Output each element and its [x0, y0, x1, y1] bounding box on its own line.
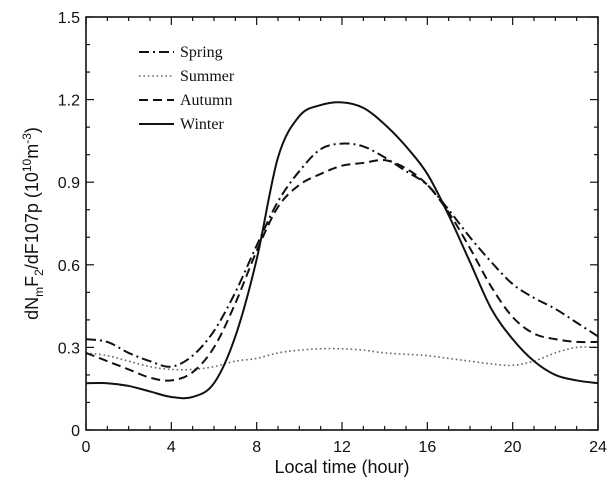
- y-tick-label: 1.5: [58, 10, 80, 27]
- series-line-summer: [85, 346, 599, 371]
- legend-label-summer: Summer: [180, 68, 235, 85]
- y-axis-label: dNmF2/dF107p (1010m-3): [20, 127, 46, 320]
- x-tick-label: 24: [589, 439, 607, 456]
- series-line-autumn: [85, 158, 599, 382]
- x-tick-label: 20: [504, 439, 522, 456]
- ticks-layer: 0 4 8 12 16 20 24 0 0.3 0.6 0.9 1.2 1.5: [58, 10, 607, 456]
- x-tick-label: 12: [333, 439, 351, 456]
- y-tick-label: 0.9: [58, 175, 80, 192]
- y-tick-label: 0.3: [58, 340, 80, 357]
- legend-label-spring: Spring: [180, 44, 223, 61]
- legend: Spring Summer Autumn Winter: [139, 44, 235, 133]
- series-line-winter: [85, 101, 599, 400]
- y-tick-label: 1.2: [58, 93, 80, 110]
- series-layer: [85, 101, 599, 400]
- x-axis-label: Local time (hour): [274, 457, 409, 477]
- x-tick-label: 16: [418, 439, 436, 456]
- legend-label-winter: Winter: [180, 116, 224, 133]
- y-tick-label: 0.6: [58, 258, 80, 275]
- legend-label-autumn: Autumn: [180, 92, 232, 109]
- x-tick-label: 0: [82, 439, 91, 456]
- series-line-spring: [85, 142, 599, 368]
- x-tick-label: 4: [167, 439, 176, 456]
- plot-frame: [85, 16, 599, 431]
- y-tick-label: 0: [71, 423, 80, 440]
- x-tick-label: 8: [252, 439, 261, 456]
